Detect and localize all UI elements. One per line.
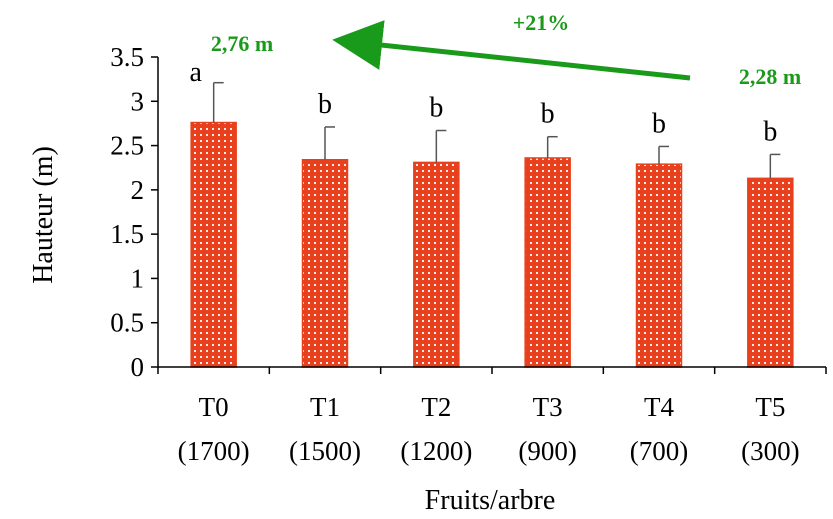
y-tick-label: 3 — [131, 86, 145, 116]
error-bar-t3 — [546, 135, 558, 158]
x-tick-sublabel: (1200) — [400, 436, 472, 466]
y-tick-label: 3.5 — [110, 42, 144, 72]
annotation-change: +21% — [513, 10, 570, 35]
x-tick-label: T4 — [644, 392, 674, 422]
y-tick-label: 1.5 — [110, 219, 144, 249]
bar-t1 — [301, 158, 349, 368]
y-tick-label: 0.5 — [110, 308, 144, 338]
x-ticks-layer: T0 (1700) T1 (1500) T2 (1200) T3 (900) T4 (700) T5… — [157, 367, 827, 466]
error-bar-t0 — [212, 81, 224, 123]
significance-letters-layer: a b b b b b — [189, 57, 777, 148]
y-tick-label: 1 — [131, 263, 145, 293]
bar-t0 — [190, 121, 237, 368]
y-tick-label: 0 — [131, 352, 145, 382]
x-tick-sublabel: (300) — [741, 436, 799, 466]
significance-letter: b — [318, 89, 332, 120]
error-bar-t1 — [324, 126, 335, 160]
error-bar-t2 — [435, 129, 447, 163]
annotation-right-value: 2,28 m — [739, 64, 801, 89]
bars-layer — [190, 121, 794, 368]
error-bars-layer — [212, 81, 781, 179]
trend-annotation: 2,76 m +21% 2,28 m — [211, 10, 801, 89]
x-tick-label: T1 — [310, 392, 340, 422]
y-tick-label: 2.5 — [110, 131, 144, 161]
x-tick-label: T0 — [199, 392, 229, 422]
bar-t3 — [524, 157, 571, 368]
significance-letter: b — [541, 99, 555, 130]
bar-t4 — [635, 163, 683, 368]
bar-t5 — [747, 177, 794, 368]
x-tick-sublabel: (700) — [630, 436, 688, 466]
trend-arrow — [332, 20, 691, 81]
significance-letter: a — [189, 57, 202, 88]
significance-letter: b — [652, 108, 666, 139]
x-tick-sublabel: (1500) — [289, 436, 361, 466]
x-tick-label: T2 — [421, 392, 451, 422]
significance-letter: b — [763, 116, 777, 147]
y-ticks-layer: 0 0.5 1 1.5 2 2.5 3 3.5 — [110, 42, 158, 382]
error-bar-t5 — [769, 153, 781, 179]
y-tick-label: 2 — [131, 175, 145, 205]
x-tick-label: T5 — [755, 392, 785, 422]
x-tick-sublabel: (1700) — [178, 436, 250, 466]
annotation-left-value: 2,76 m — [211, 31, 273, 56]
y-axis-label: Hauteur (m) — [28, 146, 59, 284]
x-tick-label: T3 — [533, 392, 563, 422]
x-axis-label: Fruits/arbre — [425, 485, 556, 516]
significance-letter: b — [429, 93, 443, 124]
error-bar-t4 — [658, 145, 669, 165]
x-tick-sublabel: (900) — [518, 436, 576, 466]
bar-t2 — [413, 161, 460, 368]
